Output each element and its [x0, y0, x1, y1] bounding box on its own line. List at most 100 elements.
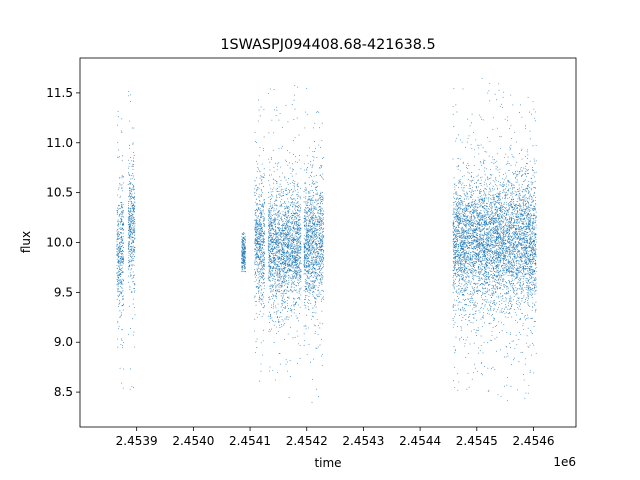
data-point	[323, 257, 324, 258]
data-point	[321, 274, 322, 276]
data-point	[127, 247, 129, 249]
data-point	[299, 298, 301, 300]
data-point	[129, 230, 131, 232]
data-point	[119, 280, 120, 282]
data-point	[303, 261, 305, 263]
data-point	[258, 263, 260, 265]
data-point	[287, 310, 288, 312]
data-point	[295, 228, 297, 230]
data-point	[303, 263, 305, 265]
data-point	[318, 262, 320, 264]
data-point	[260, 245, 262, 247]
data-point	[279, 268, 281, 269]
data-point	[261, 230, 263, 232]
data-point	[119, 184, 121, 186]
data-point	[306, 236, 308, 238]
data-point	[280, 306, 282, 308]
data-point	[276, 199, 278, 201]
data-point	[121, 281, 123, 283]
data-point	[294, 161, 296, 163]
data-point	[304, 264, 306, 266]
data-point	[292, 290, 294, 292]
data-point	[311, 182, 313, 184]
data-point	[319, 216, 321, 218]
data-point	[315, 232, 317, 234]
data-point	[116, 272, 118, 274]
data-point	[255, 240, 257, 242]
data-point	[300, 263, 302, 264]
data-point	[133, 387, 134, 389]
data-point	[270, 210, 272, 212]
data-point	[305, 196, 307, 198]
data-point	[283, 225, 284, 226]
data-point	[259, 243, 261, 245]
data-point	[281, 303, 283, 305]
data-point	[256, 240, 257, 241]
data-point	[260, 246, 261, 248]
data-point	[283, 242, 284, 244]
data-point	[287, 246, 289, 248]
data-point	[311, 253, 313, 255]
data-point	[258, 237, 260, 239]
data-point	[314, 305, 316, 307]
data-point	[295, 218, 297, 220]
data-point	[285, 104, 287, 106]
data-point	[258, 291, 260, 293]
data-point	[261, 276, 263, 278]
data-point	[281, 232, 283, 234]
data-point	[323, 210, 325, 212]
data-point	[259, 286, 260, 288]
data-point	[304, 238, 306, 240]
data-point	[277, 227, 279, 228]
data-point	[262, 228, 263, 230]
data-point	[117, 223, 119, 224]
data-point	[316, 260, 318, 262]
data-point	[291, 250, 293, 252]
data-point	[291, 260, 293, 262]
data-point	[318, 295, 320, 297]
data-point	[286, 224, 288, 225]
data-point	[312, 200, 313, 202]
data-point	[256, 279, 257, 281]
data-point	[121, 236, 123, 238]
data-point	[293, 282, 295, 284]
data-point	[316, 256, 317, 258]
data-point	[293, 273, 295, 274]
data-point	[297, 232, 298, 234]
data-point	[318, 224, 320, 225]
data-point	[294, 270, 296, 271]
data-point	[270, 228, 272, 230]
data-point	[303, 237, 305, 239]
data-point	[269, 249, 271, 251]
data-point	[278, 291, 280, 293]
data-point	[283, 271, 285, 273]
data-point	[118, 156, 120, 158]
data-point	[294, 204, 296, 206]
data-point	[254, 300, 256, 302]
data-point	[119, 177, 121, 179]
data-point	[307, 226, 309, 228]
data-point	[259, 237, 261, 239]
data-point	[284, 318, 286, 320]
data-point	[290, 240, 292, 242]
data-point	[308, 267, 310, 268]
data-point	[311, 237, 313, 238]
data-point	[278, 319, 280, 321]
data-point	[309, 225, 311, 227]
data-point	[283, 252, 285, 253]
data-point	[117, 283, 119, 285]
data-point	[273, 260, 275, 262]
data-point	[117, 239, 119, 241]
data-point	[306, 212, 308, 214]
data-point	[322, 290, 324, 292]
data-point	[278, 162, 280, 164]
data-point	[117, 233, 119, 235]
data-point	[287, 216, 289, 218]
data-point	[129, 187, 131, 189]
data-point	[275, 238, 276, 240]
data-point	[306, 171, 308, 173]
data-point	[279, 278, 281, 280]
data-point	[273, 278, 275, 280]
data-point	[258, 250, 260, 252]
data-point	[277, 276, 279, 278]
